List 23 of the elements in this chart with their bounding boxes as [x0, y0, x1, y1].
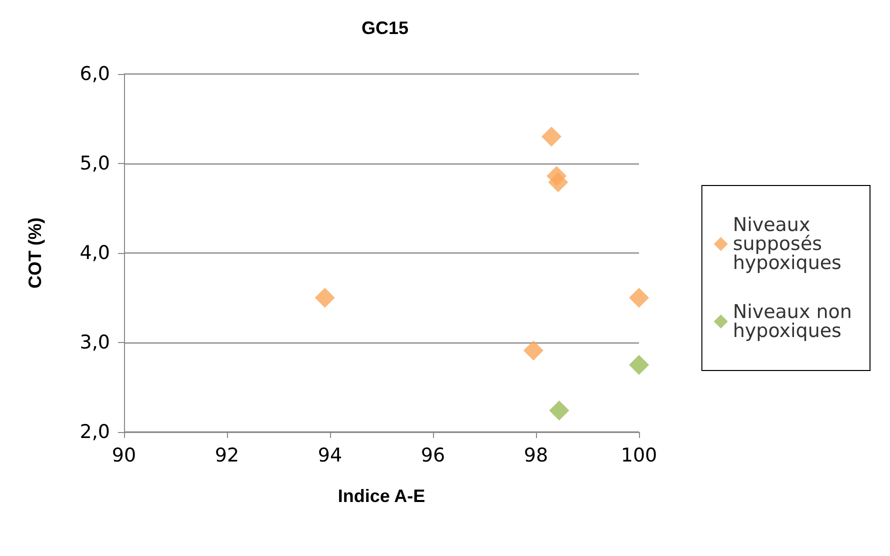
point	[523, 340, 544, 361]
point	[314, 288, 335, 308]
y-tick-label: 6,0	[80, 63, 110, 85]
chart-title: GC15	[361, 18, 409, 38]
point	[629, 288, 649, 308]
x-tick-label: 94	[318, 444, 342, 466]
x-tick-label: 90	[112, 444, 136, 466]
y-tick-label: 2,0	[80, 421, 110, 443]
legend-label: Niveaux non hypoxiques	[732, 301, 858, 342]
point	[548, 172, 568, 192]
x-tick-label: 100	[620, 444, 658, 466]
x-tick-label: 98	[524, 444, 548, 466]
x-tick-label: 92	[214, 444, 240, 466]
x-tick-label: 96	[420, 444, 446, 466]
y-tick-label: 3,0	[80, 332, 110, 354]
y-tick-label: 5,0	[80, 152, 110, 174]
point	[541, 126, 562, 147]
point	[629, 354, 649, 375]
y-axis-title: COT (%)	[25, 218, 45, 288]
legend-label: Niveaux supposés hypoxiques	[732, 214, 842, 274]
point	[549, 400, 570, 421]
y-tick-label: 4,0	[80, 242, 110, 264]
x-axis-title: Indice A-E	[338, 486, 426, 506]
